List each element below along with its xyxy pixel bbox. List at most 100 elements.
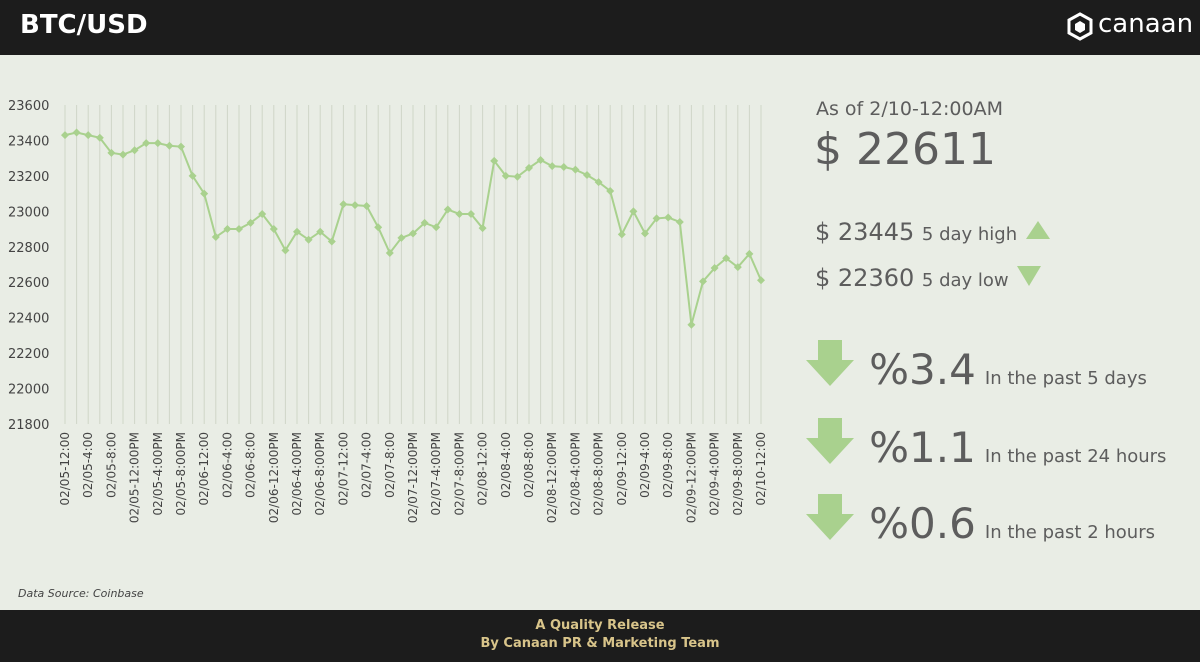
low-label: 5 day low <box>921 270 1009 291</box>
x-tick-label: 02/09-12:00PM <box>684 432 698 523</box>
point <box>525 163 533 172</box>
y-tick-label: 22600 <box>8 276 49 291</box>
high-value: $ 23445 <box>815 218 915 246</box>
point <box>316 227 325 236</box>
logo-icon <box>1067 12 1093 41</box>
high-label: 5 day high <box>921 224 1018 245</box>
x-tick-label: 02/06-4:00PM <box>290 432 304 515</box>
up-triangle <box>1025 221 1050 239</box>
point <box>675 217 684 226</box>
y-tick-label: 22000 <box>8 383 49 398</box>
title: BTC/USD <box>20 10 148 40</box>
point <box>142 139 151 148</box>
x-tick-label: 02/06-8:00PM <box>313 432 327 515</box>
point <box>478 224 487 233</box>
change-label: In the past 5 days <box>984 368 1147 389</box>
point <box>536 155 545 164</box>
point <box>757 276 765 285</box>
point <box>72 128 81 137</box>
y-tick-label: 21800 <box>8 418 49 433</box>
y-tick-label: 23600 <box>8 99 49 114</box>
x-tick-label: 02/07-12:00 <box>336 432 350 506</box>
change-value: %0.6 <box>869 499 976 548</box>
low-row: $ 22360 5 day low <box>815 262 1042 292</box>
change-value: %1.1 <box>869 423 976 472</box>
x-tick-label: 02/06-4:00 <box>220 432 234 498</box>
point <box>188 171 197 180</box>
point <box>269 225 278 234</box>
x-tick-label: 02/09-4:00 <box>638 432 652 498</box>
down-arrow <box>806 418 854 464</box>
point <box>513 172 522 181</box>
point <box>130 146 139 155</box>
x-tick-label: 02/05-12:00PM <box>128 432 142 523</box>
point <box>629 207 638 216</box>
point <box>490 156 499 165</box>
point <box>733 263 742 272</box>
x-tick-label: 02/08-4:00PM <box>568 432 582 515</box>
footer: A Quality Release By Canaan PR & Marketi… <box>0 610 1200 662</box>
point <box>153 139 162 148</box>
x-tick-label: 02/08-12:00 <box>476 432 490 506</box>
change-row: %3.4 In the past 5 days <box>806 340 1147 394</box>
chart: Data Source: Coinbase 21800 22000 22200 224… <box>8 99 768 600</box>
point <box>177 142 185 151</box>
point <box>641 229 649 238</box>
point <box>293 227 301 236</box>
point <box>432 223 441 232</box>
down-arrow <box>806 340 854 386</box>
low-value: $ 22360 <box>815 264 915 292</box>
point <box>165 141 174 150</box>
point <box>200 189 209 198</box>
point <box>583 171 591 180</box>
y-tick-label: 23200 <box>8 170 49 185</box>
point <box>467 209 475 218</box>
point <box>571 165 580 174</box>
x-tick-label: 02/09-12:00 <box>615 432 629 506</box>
x-tick-label: 02/05-4:00 <box>81 432 95 498</box>
point <box>304 235 313 244</box>
x-tick-label: 02/05-12:00 <box>58 432 72 506</box>
point <box>107 148 116 157</box>
point <box>722 254 731 263</box>
change-row: %0.6 In the past 2 hours <box>806 494 1155 548</box>
down-triangle <box>1017 266 1042 286</box>
change-label: In the past 2 hours <box>984 522 1155 543</box>
point <box>687 320 696 329</box>
y-tick-label: 22200 <box>8 347 49 362</box>
point <box>235 225 243 234</box>
point <box>246 218 255 227</box>
point <box>61 131 69 140</box>
point <box>455 209 464 218</box>
point <box>559 163 568 172</box>
x-tick-label: 02/09-8:00PM <box>731 432 745 515</box>
footer-line: A Quality Release <box>535 618 665 633</box>
y-tick-label: 23400 <box>8 134 49 149</box>
point <box>652 214 661 223</box>
y-tick-label: 23000 <box>8 205 49 220</box>
point <box>745 249 754 258</box>
change-label: In the past 24 hours <box>984 446 1167 467</box>
x-tick-label: 02/08-12:00PM <box>545 432 559 523</box>
point <box>594 178 603 187</box>
x-tick-label: 02/07-8:00PM <box>452 432 466 515</box>
point <box>327 237 336 246</box>
logo-text: canaan <box>1098 9 1194 39</box>
point <box>281 246 290 255</box>
point <box>211 233 220 242</box>
price: $ 22611 <box>814 124 996 175</box>
x-tick-label: 02/07-8:00 <box>383 432 397 498</box>
x-tick-label: 02/07-4:00PM <box>429 432 443 515</box>
x-tick-label: 02/07-4:00 <box>360 432 374 498</box>
as-of: As of 2/10-12:00AM <box>816 98 1003 120</box>
change-value: %3.4 <box>869 345 976 394</box>
x-tick-label: 02/06-8:00 <box>244 432 258 498</box>
point <box>420 218 429 227</box>
point <box>385 248 394 257</box>
point <box>119 150 127 159</box>
point <box>699 277 707 286</box>
down-arrow <box>806 494 854 540</box>
high-row: $ 23445 5 day high <box>815 218 1051 246</box>
point <box>617 230 626 239</box>
x-tick-label: 02/08-8:00PM <box>592 432 606 515</box>
